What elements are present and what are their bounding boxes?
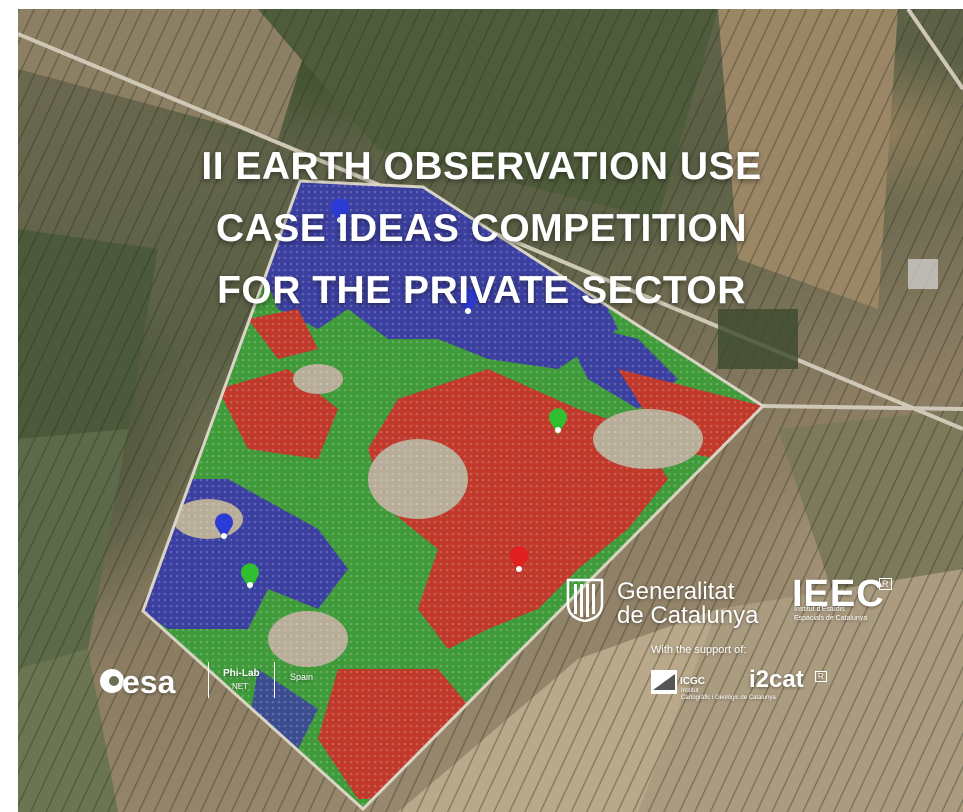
ieec-subtitle-line-2: Espacials de Catalunya [794, 615, 868, 622]
philab-logo-line-1: Phi-Lab [223, 668, 260, 679]
esa-logo: esa [122, 664, 176, 700]
map-pin-blue-left[interactable] [215, 513, 234, 540]
title-line-2: CASE IDEAS COMPETITION [215, 207, 748, 250]
title-line-3: FOR THE PRIVATE SECTOR [217, 269, 746, 312]
map-pin-red[interactable] [510, 546, 528, 573]
generalitat-emblem-icon [566, 578, 604, 622]
icgc-logo-icon [651, 670, 677, 694]
philab-logo-line-2: NET [232, 682, 248, 691]
satellite-background [18, 9, 963, 812]
map-pin-blue-top[interactable] [459, 288, 478, 315]
icgc-subtitle-line-1: Institut [681, 688, 699, 694]
title-line-1: II EARTH OBSERVATION USE [201, 145, 762, 188]
esa-emblem-icon [100, 669, 124, 693]
i2cat-registered-mark: R [815, 671, 827, 682]
generalitat-line-2: de Catalunya [617, 602, 759, 629]
map-pin-green-right[interactable] [549, 408, 567, 435]
field-map [18, 9, 963, 812]
map-pin-blue-top-left[interactable] [331, 198, 349, 225]
ieec-registered-mark: R [879, 578, 892, 590]
icgc-logo: ICGC [680, 676, 705, 687]
logo-divider-1 [208, 662, 209, 698]
i2cat-logo: i2cat [749, 666, 804, 693]
generalitat-line-1: Generalitat [617, 578, 735, 605]
icgc-subtitle-line-2: Cartogràfic i Geològic de Catalunya [681, 695, 776, 701]
map-pin-green-left[interactable] [241, 563, 259, 590]
logo-divider-2 [274, 662, 275, 698]
support-text: With the support of: [651, 644, 747, 656]
spain-label: Spain [290, 672, 314, 682]
ieec-logo: IEEC [792, 573, 885, 615]
ieec-subtitle-line-1: Institut d'Estudis [794, 606, 845, 613]
